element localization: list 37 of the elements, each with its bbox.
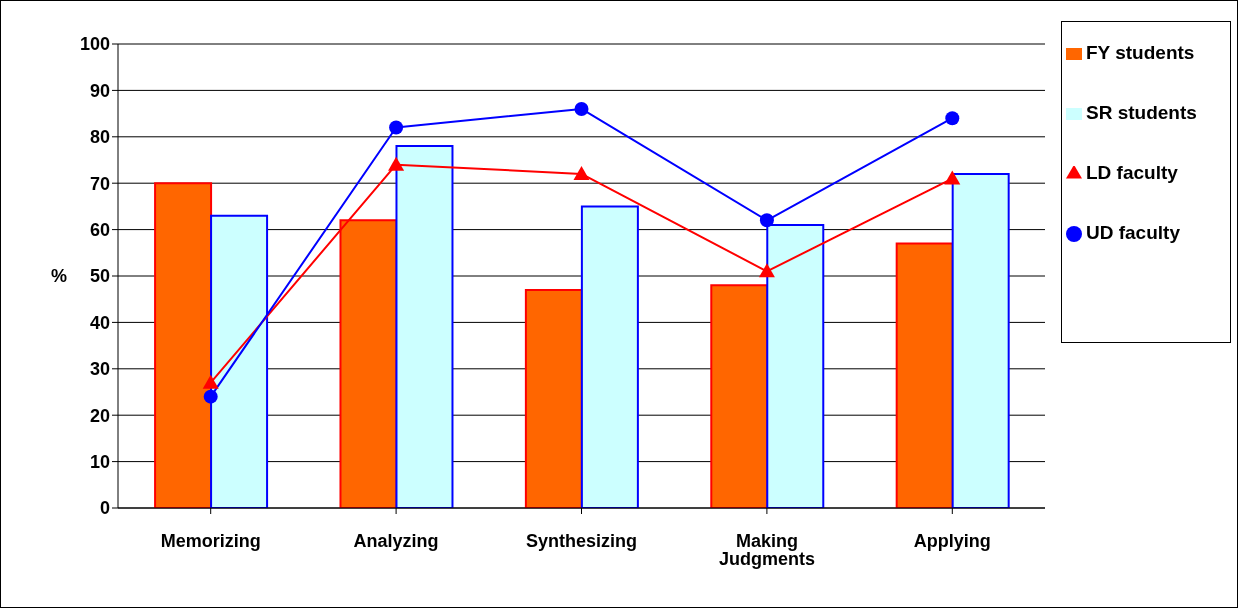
point [759,213,774,228]
legend-label: LD faculty [1086,161,1179,185]
point [202,374,219,389]
legend-label: FY students [1086,41,1196,65]
x-tick-label: Memorizing [160,530,261,551]
y-axis-title: % [51,266,68,287]
y-tick-label: 20 [89,405,110,426]
y-tick-label: 70 [89,173,110,194]
y-tick-label: 80 [89,127,110,148]
point [574,101,589,116]
y-tick-label: 60 [89,219,110,240]
legend-label: UD faculty [1086,221,1181,245]
y-tick-label: 90 [89,80,110,101]
point [203,389,218,404]
bar [580,205,639,508]
x-tick-label: Applying [913,530,991,551]
point [573,165,590,180]
x-tick-label: Making Judgments [718,530,815,569]
y-tick-label: 0 [99,498,110,519]
y-tick-label: 50 [89,266,110,287]
x-tick-label: Analyzing [353,530,439,551]
point [945,111,960,126]
bar [395,145,454,508]
point [388,156,405,171]
bar [895,242,954,508]
y-tick-label: 40 [89,312,110,333]
bar [710,284,769,508]
bar [951,172,1010,508]
bar [524,288,583,508]
point [389,120,404,135]
y-tick-label: 10 [89,451,110,472]
legend-label: SR students [1086,101,1198,125]
point [944,170,961,185]
y-tick-label: 100 [79,34,110,55]
x-tick-label: Synthesizing [525,530,638,551]
point [758,263,775,278]
y-tick-label: 30 [89,359,110,380]
